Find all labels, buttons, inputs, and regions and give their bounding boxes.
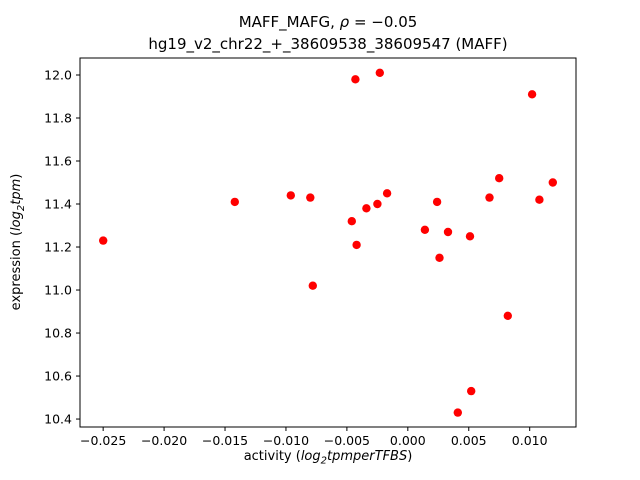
x-tick-label: −0.025 — [80, 433, 126, 448]
x-axis-label: activity (log2tpmperTFBS) — [80, 449, 576, 467]
y-axis-label: expression (log2tpm) — [9, 174, 27, 311]
data-point — [548, 178, 557, 187]
y-tick-label: 10.8 — [44, 326, 72, 341]
xlabel-suffix: ) — [407, 449, 413, 464]
y-tick-label: 11.6 — [44, 154, 72, 169]
data-point — [362, 204, 371, 213]
data-point — [453, 408, 462, 417]
x-tick-label: −0.015 — [202, 433, 248, 448]
y-tick-label: 12.0 — [44, 67, 72, 82]
xlabel-prefix: activity ( — [243, 449, 301, 464]
y-tick-label: 10.4 — [44, 412, 72, 427]
data-point — [347, 217, 356, 226]
data-point — [485, 193, 494, 202]
data-point — [432, 197, 442, 207]
title-correlation-value: = −0.05 — [349, 13, 418, 31]
ylabel-log-sub: 2 — [15, 204, 27, 212]
chart-title: MAFF_MAFG, ρ = −0.05 hg19_v2_chr22_+_386… — [80, 11, 576, 55]
chart-title-line1: MAFF_MAFG, ρ = −0.05 — [80, 11, 576, 33]
data-point — [306, 193, 315, 202]
data-point — [308, 281, 317, 290]
data-point — [382, 189, 392, 198]
ylabel-suffix: ) — [9, 173, 25, 179]
data-point — [527, 90, 537, 99]
title-prefix: MAFF_MAFG, — [238, 13, 340, 31]
y-tick-label: 11.0 — [44, 283, 72, 298]
x-tick-label: 0.000 — [390, 433, 426, 448]
data-point — [230, 197, 239, 207]
data-point — [375, 68, 384, 78]
y-tick-label: 11.2 — [44, 240, 72, 255]
data-point — [373, 199, 382, 209]
y-tick-label: 11.8 — [44, 110, 72, 125]
data-point — [351, 75, 360, 84]
x-tick-label: 0.005 — [451, 433, 487, 448]
ylabel-prefix: expression ( — [9, 230, 25, 311]
ylabel-math-rest: tpm — [9, 178, 25, 205]
ylabel-log: log — [9, 211, 25, 231]
data-point — [420, 225, 430, 234]
data-point — [99, 236, 108, 245]
y-tick-label: 11.4 — [44, 197, 72, 212]
rho-symbol: ρ — [339, 13, 350, 31]
y-tick-label: 10.6 — [44, 369, 72, 384]
data-point — [465, 232, 475, 241]
data-point — [503, 311, 512, 320]
data-point — [495, 174, 504, 183]
data-point — [352, 240, 361, 250]
x-tick-label: 0.010 — [512, 433, 548, 448]
data-point — [467, 386, 476, 396]
data-point — [443, 227, 453, 237]
data-point — [435, 253, 444, 262]
xlabel-log: log — [300, 449, 321, 464]
xlabel-log-sub: 2 — [320, 455, 328, 467]
data-point — [535, 195, 544, 204]
chart-title-line2: hg19_v2_chr22_+_38609538_38609547 (MAFF) — [148, 35, 508, 53]
plot-frame — [79, 57, 577, 428]
x-tick-label: −0.010 — [263, 433, 309, 448]
data-point — [286, 191, 295, 200]
xlabel-math-rest: tpmperTFBS — [327, 449, 408, 464]
x-tick-label: −0.020 — [141, 433, 187, 448]
x-tick-label: −0.005 — [324, 433, 370, 448]
